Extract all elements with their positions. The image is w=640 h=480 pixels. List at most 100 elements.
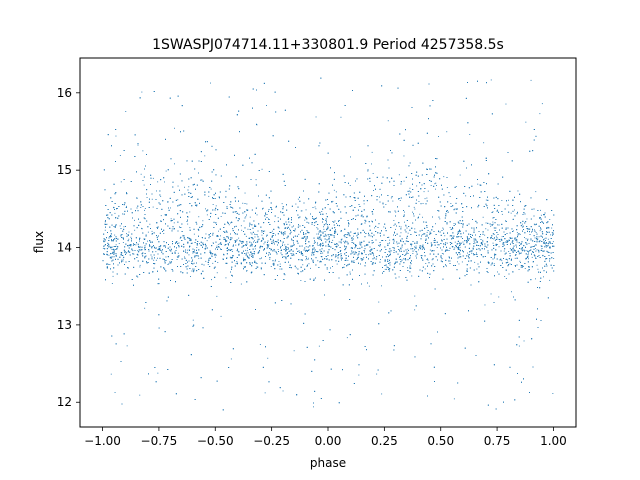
data-point [215,205,217,207]
data-point [135,244,137,246]
data-point [254,240,255,242]
data-point [186,249,188,251]
data-point [315,116,317,118]
data-point [547,232,548,233]
data-point [425,263,427,264]
data-point [357,257,358,259]
data-point [450,203,452,204]
data-point [443,253,444,255]
data-point [415,245,417,247]
data-point [473,243,475,244]
data-point [115,256,117,257]
data-point [514,255,516,256]
data-point [270,266,272,267]
data-point [115,244,117,246]
data-point [137,276,139,278]
data-point [321,261,322,263]
data-point [229,256,231,258]
data-point [472,247,474,249]
data-point [277,249,279,250]
data-point [104,229,106,231]
data-point [448,260,449,262]
data-point [236,262,238,264]
data-point [501,236,503,238]
data-point [154,247,156,249]
data-point [110,373,112,375]
data-point [465,195,467,197]
data-point [413,206,415,208]
data-point [139,240,140,242]
data-point [212,204,214,205]
data-point [406,252,408,254]
data-point [340,242,342,244]
data-point [282,243,283,245]
data-point [165,170,167,172]
data-point [508,199,509,201]
data-point [497,271,498,273]
data-point [228,224,230,226]
data-point [145,235,147,237]
data-point [493,233,495,235]
data-point [137,243,139,245]
data-point [137,244,139,246]
data-point [356,244,357,246]
data-point [255,242,256,243]
data-point [260,267,262,269]
data-point [212,262,214,264]
data-point [298,233,300,235]
data-point [539,113,541,115]
data-point [534,237,536,239]
data-point [210,188,212,190]
data-point [443,176,445,178]
data-point [536,249,538,251]
data-point [442,227,444,229]
data-point [128,251,129,253]
data-point [332,200,334,202]
data-point [361,241,363,243]
data-point [126,345,128,347]
data-point [528,243,530,244]
data-point [365,244,367,246]
data-point [459,174,461,176]
data-point [527,229,529,230]
data-point [205,246,207,248]
data-point [523,265,524,267]
data-point [418,249,419,251]
data-point [426,197,428,199]
data-point [349,185,351,186]
data-point [272,243,274,245]
data-point [427,190,429,192]
data-point [192,319,194,321]
data-point [112,275,114,277]
data-point [198,216,200,218]
data-point [205,260,207,262]
data-point [521,223,523,225]
data-point [189,211,191,213]
data-point [297,198,299,200]
data-point [436,247,438,248]
data-point [307,259,309,260]
data-point [163,233,165,234]
data-point [368,254,369,256]
data-point [155,251,157,253]
data-point [278,261,280,262]
data-point [547,245,549,247]
data-point [383,226,385,228]
data-point [246,252,247,254]
data-point [387,120,389,122]
data-point [238,237,240,239]
data-point [131,249,133,251]
data-point [304,219,306,221]
data-point [179,237,181,239]
data-point [275,234,276,236]
data-point [265,213,266,215]
data-point [360,242,362,244]
data-point [418,201,420,202]
data-point [458,236,460,237]
data-point [335,229,336,231]
data-point [495,235,497,237]
data-point [192,252,194,254]
data-point [403,155,405,157]
data-point [371,249,373,251]
data-point [407,232,409,234]
